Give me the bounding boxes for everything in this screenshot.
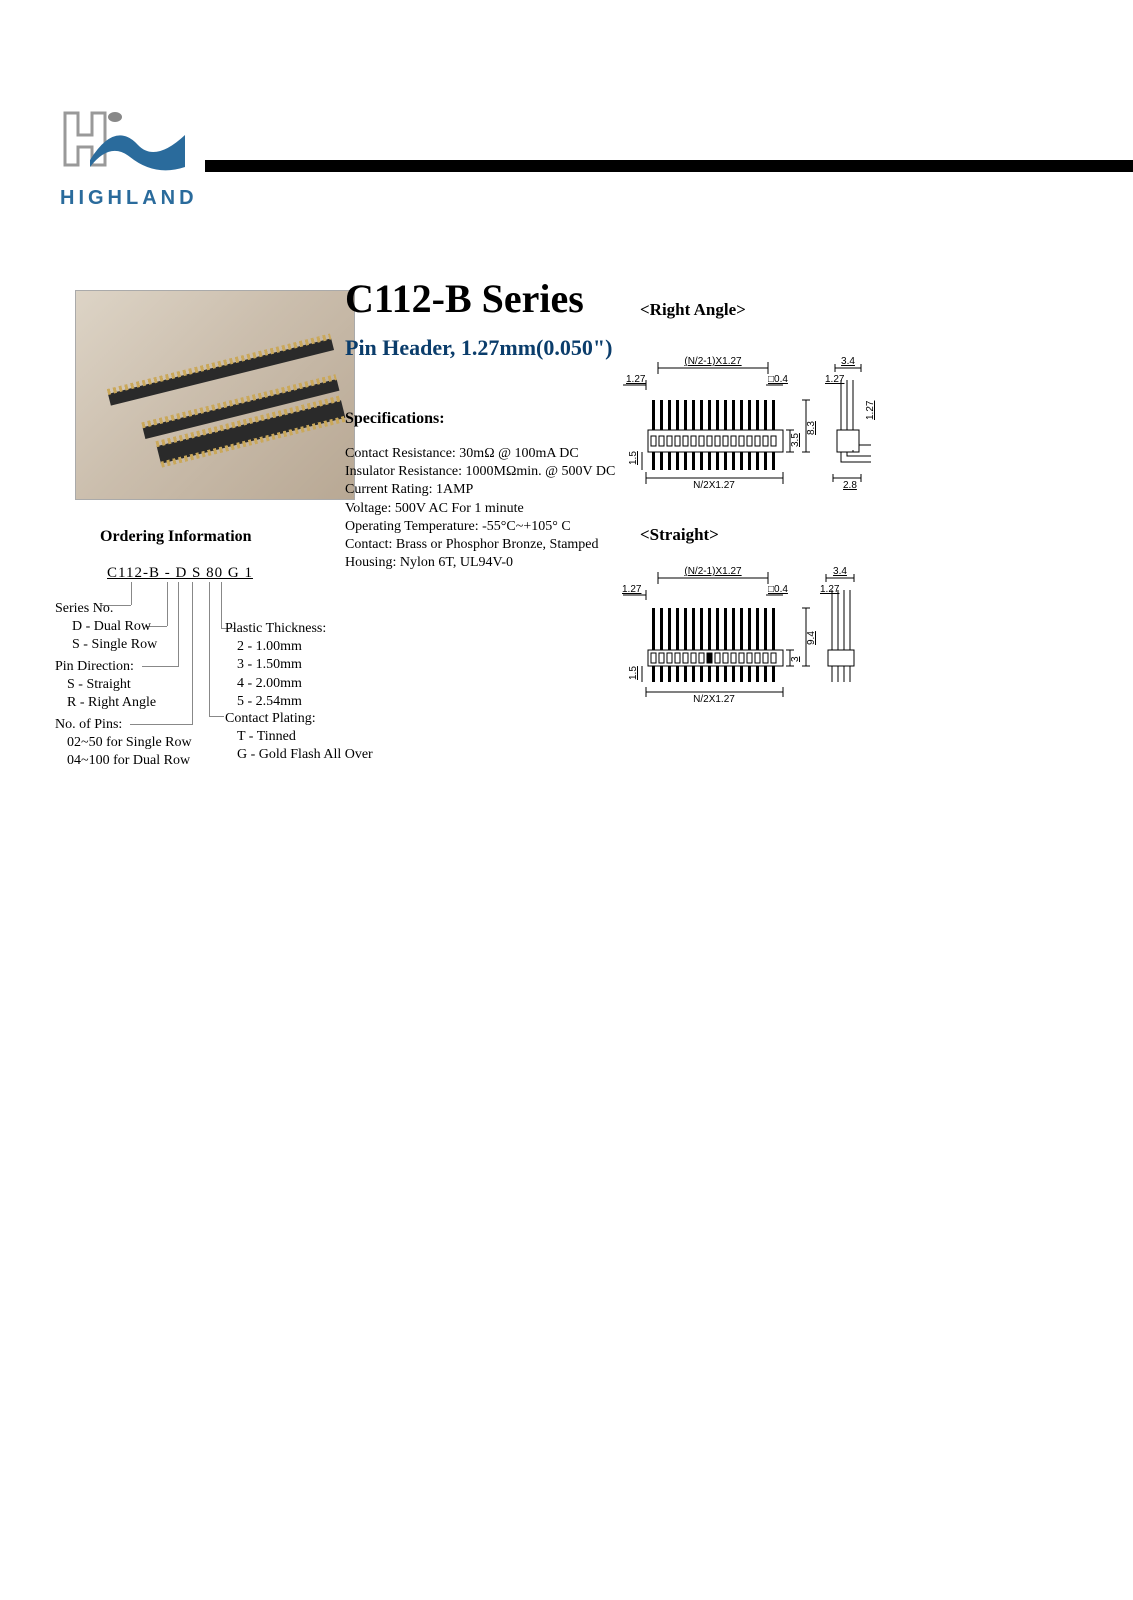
dim-side-pitch: 1.27	[865, 400, 876, 420]
no-of-pins-label: No. of Pins:	[55, 716, 192, 734]
dim-h-mid: 3.5	[790, 433, 801, 447]
plastic-item: 5 - 2.54mm	[237, 693, 326, 711]
callout-line	[221, 582, 222, 628]
spec-line: Current Rating: 1AMP	[345, 481, 635, 499]
product-subtitle: Pin Header, 1.27mm(0.050")	[345, 335, 612, 361]
dim-side-top: 3.4	[833, 566, 847, 577]
dim-pad: □0.4	[768, 374, 788, 385]
plating-item: G - Gold Flash All Over	[237, 746, 373, 764]
contact-plating-label: Contact Plating:	[225, 710, 373, 728]
dim-pad: □0.4	[768, 584, 788, 595]
pin-direction-item: S - Straight	[67, 676, 156, 694]
callout-line	[209, 716, 224, 717]
spec-line: Contact Resistance: 30mΩ @ 100mA DC	[345, 445, 635, 463]
callout-line	[209, 582, 210, 717]
variant-straight-label: <Straight>	[640, 525, 719, 545]
pin-direction-label: Pin Direction:	[55, 658, 156, 676]
plastic-item: 2 - 1.00mm	[237, 638, 326, 656]
dim-top-formula: (N/2-1)X1.27	[684, 566, 742, 577]
diagram-right-angle: (N/2-1)X1.27 1.27 □0.4	[618, 350, 878, 490]
callout-line	[192, 582, 193, 725]
pin-direction-block: Pin Direction: S - Straight R - Right An…	[55, 658, 156, 713]
no-of-pins-block: No. of Pins: 02~50 for Single Row 04~100…	[55, 716, 192, 771]
callout-line	[178, 582, 179, 667]
header-rule	[205, 160, 1133, 172]
product-photo	[75, 290, 355, 500]
brand-name: HIGHLAND	[60, 187, 190, 210]
dim-h-bottom: 1.5	[628, 451, 639, 465]
plating-item: T - Tinned	[237, 728, 373, 746]
ordering-code: C112-B - D S 80 G 1	[107, 565, 253, 582]
dim-h-total: 9.4	[806, 631, 817, 645]
datasheet-page: HIGHLAND C112-B Series <Right Angle> Pin…	[0, 0, 1133, 1600]
spec-line: Insulator Resistance: 1000MΩmin. @ 500V …	[345, 463, 635, 481]
series-no-block: Series No.	[55, 600, 113, 618]
pins-top	[652, 608, 775, 650]
plastic-thickness-block: Plastic Thickness: 2 - 1.00mm 3 - 1.50mm…	[225, 620, 326, 711]
dim-bottom: N/2X1.27	[693, 480, 735, 490]
spec-line: Operating Temperature: -55°C~+105° C	[345, 518, 635, 536]
contact-plating-block: Contact Plating: T - Tinned G - Gold Fla…	[225, 710, 373, 765]
no-of-pins-item: 04~100 for Dual Row	[67, 752, 192, 770]
spec-line: Housing: Nylon 6T, UL94V-0	[345, 554, 635, 572]
callout-line	[131, 582, 132, 605]
dim-bottom: N/2X1.27	[693, 694, 735, 705]
dim-left: 1.27	[626, 374, 646, 385]
dim-side-bottom: 2.8	[843, 480, 857, 490]
diagram-straight: (N/2-1)X1.27 1.27 □0.4	[618, 560, 863, 705]
row-type-block: D - Dual Row S - Single Row	[60, 618, 157, 654]
dim-h-bottom: 1.5	[628, 666, 639, 680]
dim-side-top: 3.4	[841, 356, 855, 367]
ordering-heading: Ordering Information	[100, 528, 252, 546]
row-type-item: D - Dual Row	[72, 618, 157, 636]
pins-bottom	[652, 452, 775, 470]
series-title: C112-B Series	[345, 275, 584, 322]
series-no-label: Series No.	[55, 600, 113, 618]
plastic-thickness-label: Plastic Thickness:	[225, 620, 326, 638]
plastic-item: 4 - 2.00mm	[237, 675, 326, 693]
specifications-heading: Specifications:	[345, 410, 445, 428]
pins-top	[652, 400, 775, 430]
brand-logo: HIGHLAND	[60, 95, 190, 210]
pins-bottom	[652, 666, 775, 682]
callout-line	[167, 582, 168, 626]
spec-line: Contact: Brass or Phosphor Bronze, Stamp…	[345, 536, 635, 554]
dim-left: 1.27	[622, 584, 642, 595]
variant-right-angle-label: <Right Angle>	[640, 300, 746, 320]
specifications-body: Contact Resistance: 30mΩ @ 100mA DC Insu…	[345, 445, 635, 572]
row-type-item: S - Single Row	[72, 636, 157, 654]
plastic-item: 3 - 1.50mm	[237, 656, 326, 674]
dim-side-right: 1.27	[820, 584, 840, 595]
dim-top-formula: (N/2-1)X1.27	[684, 356, 742, 367]
dim-h-upper: 8.3	[806, 421, 817, 435]
dim-side-right: 1.27	[825, 374, 845, 385]
pin-direction-item: R - Right Angle	[67, 694, 156, 712]
logo-mark-icon	[60, 95, 190, 185]
spec-line: Voltage: 500V AC For 1 minute	[345, 500, 635, 518]
dim-h-body: 3	[790, 656, 801, 662]
no-of-pins-item: 02~50 for Single Row	[67, 734, 192, 752]
